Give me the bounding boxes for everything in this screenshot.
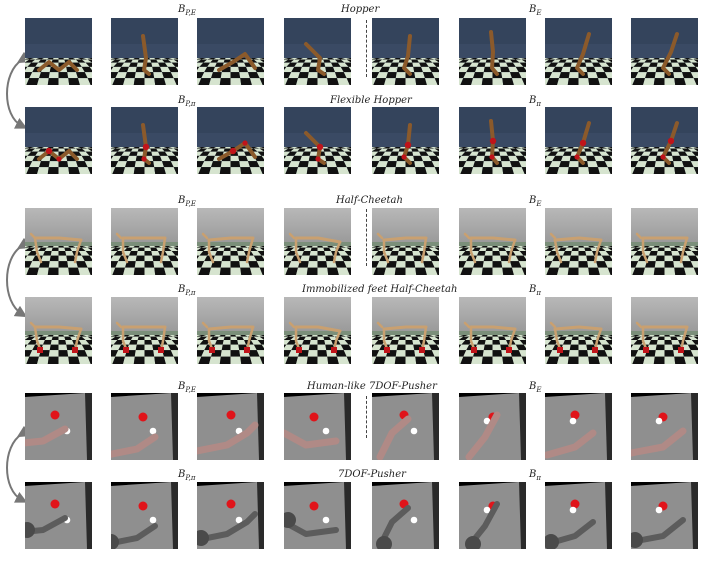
cheetah-frame xyxy=(197,208,264,275)
pusher-bottom-right-label: Bπ xyxy=(529,469,541,483)
hopper-frame xyxy=(197,18,264,85)
hopper-frame xyxy=(545,107,612,174)
hopper-frame xyxy=(459,18,526,85)
cheetah-frame xyxy=(111,297,178,364)
hopper-top-left-label: BP,E xyxy=(178,4,196,18)
pusher-frame xyxy=(284,482,351,549)
hopper-frame xyxy=(372,18,439,85)
hopper-title: Hopper xyxy=(341,4,380,15)
cheetah-frame xyxy=(284,297,351,364)
cheetah-frame xyxy=(111,208,178,275)
pusher-top-left-label: BP,E xyxy=(178,381,196,395)
hopper-frame xyxy=(25,107,92,174)
pusher-frame xyxy=(111,393,178,460)
hopper-frame xyxy=(631,18,698,85)
hopper-frame xyxy=(25,18,92,85)
pusher-bottom-left-label: BP,π xyxy=(178,469,196,483)
cheetah-frame xyxy=(631,297,698,364)
hopper-frame xyxy=(111,18,178,85)
cheetah-frame xyxy=(459,297,526,364)
pusher-frame xyxy=(459,393,526,460)
pusher-top-right-label: BE xyxy=(529,381,542,395)
immobilized-cheetah-title: Immobilized feet Half-Cheetah xyxy=(302,284,458,295)
pusher-frame xyxy=(111,482,178,549)
pusher-separator xyxy=(366,396,367,438)
cheetah-frame xyxy=(284,208,351,275)
pusher-frame xyxy=(545,393,612,460)
cheetah-top-left-label: BP,E xyxy=(178,195,196,209)
pusher-frame xyxy=(25,482,92,549)
cheetah-frame xyxy=(545,297,612,364)
cheetah-top-right-label: BE xyxy=(529,195,542,209)
hopper-frame xyxy=(459,107,526,174)
half-cheetah-title: Half-Cheetah xyxy=(336,195,403,206)
cheetah-frame xyxy=(25,297,92,364)
hopper-bottom-right-label: Bπ xyxy=(529,95,541,109)
pusher-frame xyxy=(372,393,439,460)
hopper-top-right-label: BE xyxy=(529,4,542,18)
cheetah-frame xyxy=(459,208,526,275)
cheetah-frame xyxy=(631,208,698,275)
cheetah-frame xyxy=(372,208,439,275)
hopper-bottom-left-label: BP,π xyxy=(178,95,196,109)
pusher-frame xyxy=(284,393,351,460)
hopper-transfer-arrow xyxy=(6,51,31,503)
cheetah-bottom-right-label: Bπ xyxy=(529,284,541,298)
hopper-frame xyxy=(545,18,612,85)
pusher-frame xyxy=(631,482,698,549)
pusher-frame xyxy=(545,482,612,549)
hopper-frame xyxy=(372,107,439,174)
cheetah-frame xyxy=(372,297,439,364)
hopper-frame xyxy=(284,107,351,174)
hopper-separator xyxy=(366,20,367,77)
robot-pusher-title: 7DOF-Pusher xyxy=(338,469,406,480)
pusher-frame xyxy=(372,482,439,549)
cheetah-frame xyxy=(545,208,612,275)
hopper-frame xyxy=(111,107,178,174)
pusher-frame xyxy=(459,482,526,549)
pusher-frame xyxy=(197,482,264,549)
cheetah-separator xyxy=(366,209,367,266)
hopper-frame xyxy=(284,18,351,85)
human-pusher-title: Human-like 7DOF-Pusher xyxy=(307,381,437,392)
pusher-frame xyxy=(631,393,698,460)
flexible-hopper-title: Flexible Hopper xyxy=(330,95,412,106)
cheetah-frame xyxy=(197,297,264,364)
pusher-frame xyxy=(25,393,92,460)
hopper-frame xyxy=(631,107,698,174)
pusher-frame xyxy=(197,393,264,460)
cheetah-bottom-left-label: BP,π xyxy=(178,284,196,298)
hopper-frame xyxy=(197,107,264,174)
cheetah-frame xyxy=(25,208,92,275)
